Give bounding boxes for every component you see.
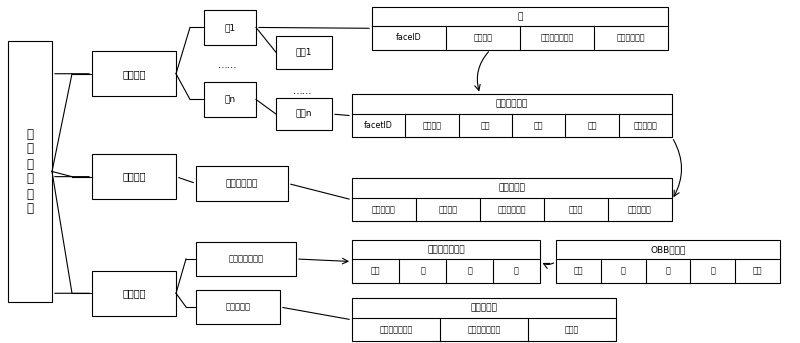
Text: faceID: faceID	[396, 34, 422, 43]
Text: 左子包围盒指针: 左子包围盒指针	[379, 325, 413, 334]
Text: 面n: 面n	[225, 95, 235, 104]
Text: 层次包围盒: 层次包围盒	[226, 303, 250, 311]
Text: ……: ……	[218, 60, 238, 70]
Text: 纹理: 纹理	[587, 121, 597, 130]
Text: 碰撞模型: 碰撞模型	[122, 288, 146, 298]
Text: 包围盒指针: 包围盒指针	[628, 205, 652, 214]
Text: facetID: facetID	[364, 121, 393, 130]
FancyBboxPatch shape	[204, 10, 256, 45]
Text: 宽: 宽	[467, 267, 472, 276]
FancyBboxPatch shape	[92, 271, 176, 316]
FancyBboxPatch shape	[8, 41, 52, 302]
Text: 顶点索引: 顶点索引	[422, 121, 442, 130]
Bar	[372, 7, 668, 50]
Text: 宽: 宽	[666, 267, 670, 276]
Text: 特征值: 特征值	[569, 205, 583, 214]
Text: 颜色: 颜色	[534, 121, 543, 130]
Text: 面片1: 面片1	[296, 48, 312, 57]
Text: 约束特征包围盒: 约束特征包围盒	[427, 245, 465, 254]
Text: OBB包围盒: OBB包围盒	[650, 245, 686, 254]
FancyBboxPatch shape	[92, 51, 176, 96]
Bar	[352, 240, 540, 283]
Text: 面片链表头指针: 面片链表头指针	[540, 34, 574, 43]
Bar	[352, 178, 672, 221]
FancyBboxPatch shape	[196, 166, 288, 201]
FancyBboxPatch shape	[92, 154, 176, 199]
Text: 长: 长	[621, 267, 626, 276]
Text: 约束参数指针: 约束参数指针	[617, 34, 646, 43]
Text: 面片n: 面片n	[296, 109, 312, 119]
FancyBboxPatch shape	[196, 290, 280, 324]
Text: 面百角坐标系: 面百角坐标系	[498, 205, 526, 214]
Bar	[352, 298, 616, 341]
Text: 几何模型: 几何模型	[122, 69, 146, 79]
Text: 中心: 中心	[370, 267, 380, 276]
Text: 电
连
接
器
模
型: 电 连 接 器 模 型	[26, 128, 34, 215]
Text: 法矢: 法矢	[481, 121, 490, 130]
Text: 位姿: 位姿	[753, 267, 762, 276]
Bar	[352, 94, 672, 137]
Text: 面: 面	[518, 12, 522, 21]
Text: ……: ……	[293, 86, 312, 96]
Text: 高: 高	[514, 267, 519, 276]
Text: 高: 高	[710, 267, 715, 276]
Text: 包围盒: 包围盒	[565, 325, 579, 334]
Text: 邻面片指针: 邻面片指针	[634, 121, 658, 130]
Text: 右子包围盒指针: 右子包围盒指针	[467, 325, 501, 334]
FancyBboxPatch shape	[196, 242, 296, 276]
Text: 中心: 中心	[574, 267, 583, 276]
FancyBboxPatch shape	[276, 36, 332, 69]
Text: 长: 长	[420, 267, 425, 276]
FancyBboxPatch shape	[276, 98, 332, 130]
Text: 层次包围盒: 层次包围盒	[470, 304, 498, 312]
Text: 三角面片链表: 三角面片链表	[496, 99, 528, 108]
Text: 约束面类型: 约束面类型	[372, 205, 396, 214]
Text: 面片数目: 面片数目	[474, 34, 493, 43]
Text: 约束特征集合: 约束特征集合	[226, 179, 258, 188]
FancyBboxPatch shape	[204, 82, 256, 117]
Text: 面1: 面1	[225, 23, 235, 32]
Text: 约束模型: 约束模型	[122, 172, 146, 182]
Text: 约束面参数: 约束面参数	[498, 184, 526, 192]
Text: 约束特征包围盒: 约束特征包围盒	[229, 255, 263, 263]
Bar	[556, 240, 780, 283]
Text: 是否激活: 是否激活	[438, 205, 458, 214]
